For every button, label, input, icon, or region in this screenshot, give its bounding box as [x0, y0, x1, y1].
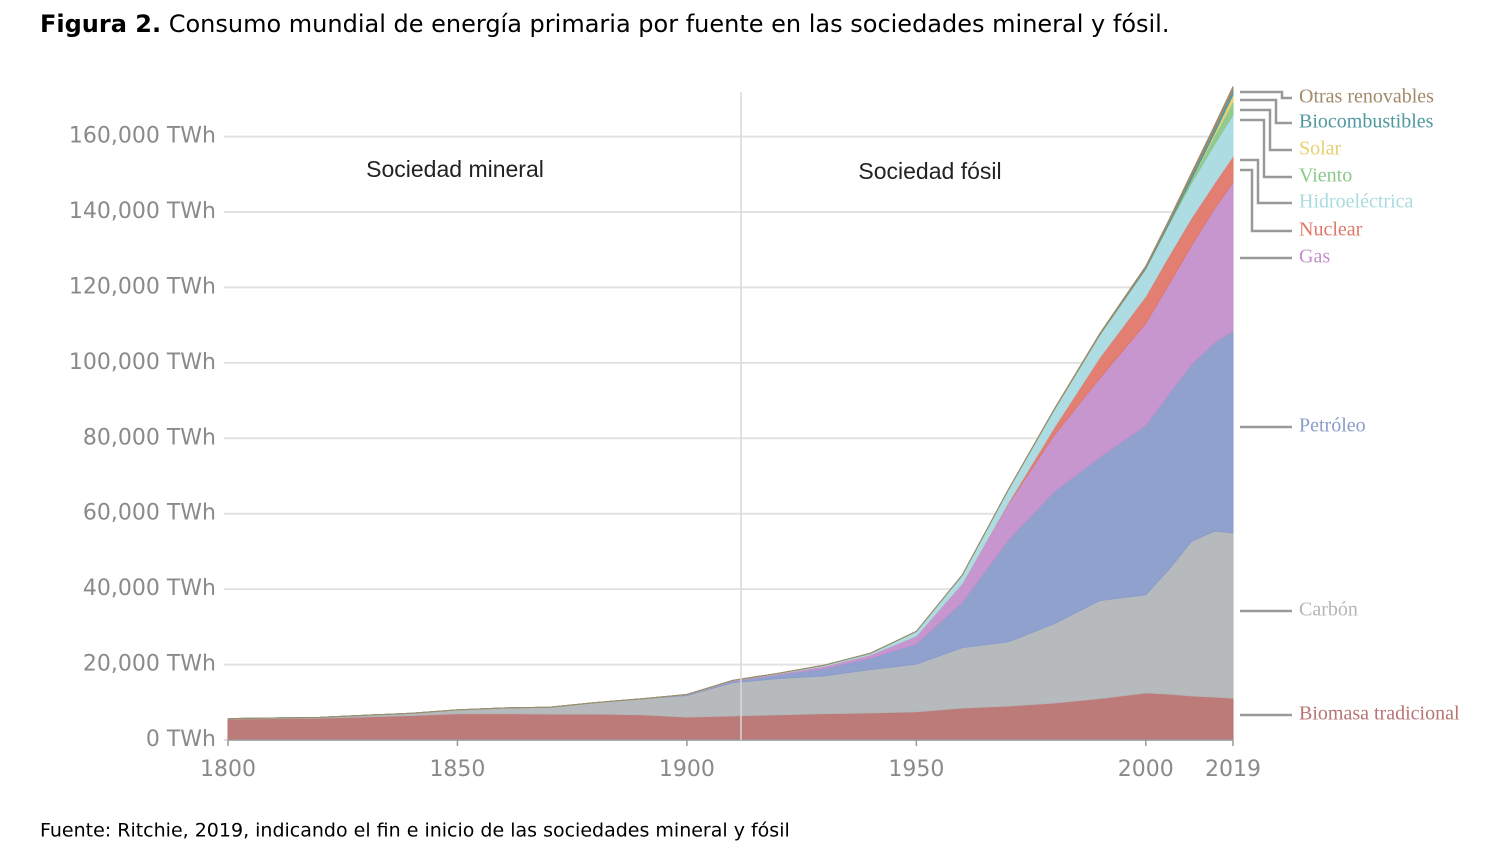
source: Fuente: Ritchie, 2019, indicando el fin … [40, 820, 790, 842]
legend-label: Nuclear [1299, 219, 1363, 241]
y-tick-label: 80,000 TWh [83, 425, 216, 450]
x-tick-label: 1900 [659, 757, 715, 782]
label-connector [1240, 108, 1292, 152]
grid: 0 TWh 20,000 TWh 40,000 TWh 60,000 TWh 80,00… [69, 124, 1261, 782]
y-tick-label: 120,000 TWh [69, 274, 216, 299]
x-tick-label: 1850 [429, 757, 485, 782]
label-connector [1240, 118, 1292, 179]
legend-label: Gas [1299, 246, 1330, 268]
legend-label: Otras renovables [1299, 86, 1434, 108]
legend-label: Biocombustibles [1299, 111, 1434, 133]
label-connector [1240, 168, 1292, 233]
annotation: Sociedad mineral [366, 156, 544, 182]
y-tick-label: 0 TWh [146, 727, 216, 752]
x-tick-label: 2019 [1205, 757, 1261, 782]
y-tick-label: 40,000 TWh [83, 576, 216, 601]
y-tick-label: 140,000 TWh [69, 199, 216, 224]
label-connector [1240, 158, 1292, 205]
annotation: Sociedad fósil [858, 158, 1001, 184]
y-tick-label: 20,000 TWh [83, 652, 216, 677]
legend-label: Hidroeléctrica [1299, 191, 1413, 213]
chart-title: Consumo mundial de energía primaria por … [169, 10, 1170, 38]
legend-label: Viento [1299, 165, 1352, 187]
label-connector [1240, 98, 1292, 125]
legend-label: Solar [1299, 138, 1342, 160]
legend-label: Carbón [1299, 599, 1358, 621]
y-tick-label: 100,000 TWh [69, 350, 216, 375]
x-tick-label: 1800 [200, 757, 256, 782]
x-tick-label: 1950 [888, 757, 944, 782]
figure-label: Figura 2. [40, 10, 161, 38]
y-tick-label: 160,000 TWh [69, 124, 216, 149]
legend-label: Biomasa tradicional [1299, 703, 1460, 725]
x-tick-label: 2000 [1118, 757, 1174, 782]
legend-label: Petróleo [1299, 415, 1366, 437]
label-connector [1240, 90, 1292, 100]
figure-caption: Figura 2. Consumo mundial de energía pri… [40, 10, 1169, 38]
areas [227, 86, 1234, 741]
y-tick-label: 60,000 TWh [83, 501, 216, 526]
area [227, 86, 1234, 720]
series-labels: Biomasa tradicional Carbón Petróleo Gas Nucl… [1240, 86, 1460, 725]
